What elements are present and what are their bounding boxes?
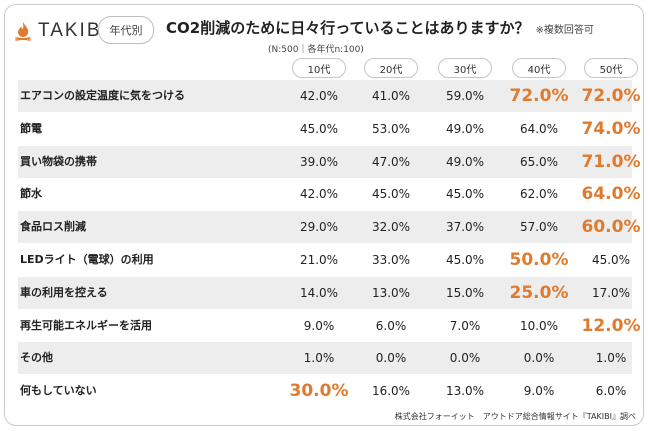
column-header: 20代: [364, 58, 418, 78]
value-cell: 15.0%: [445, 285, 485, 300]
column-header: 10代: [292, 58, 346, 78]
sample-size-note: (N:500｜各年代n:100): [268, 45, 364, 55]
value-cell: 9.0%: [303, 318, 335, 333]
row-label: エアコンの設定温度に気をつける: [20, 89, 185, 102]
value-cell: 14.0%: [299, 285, 339, 300]
table-row: LEDライト（電球）の利用 21.0% 33.0% 45.0% 50.0% 45.0%: [18, 244, 632, 276]
value-cell: 64.0%: [519, 121, 559, 136]
highlighted-value-cell: 30.0%: [289, 381, 349, 402]
row-label: 食品ロス削減: [20, 220, 86, 234]
value-cell: 39.0%: [299, 154, 339, 169]
highlighted-value-cell: 72.0%: [509, 86, 569, 106]
value-cell: 1.0%: [303, 351, 335, 366]
value-cell: 17.0%: [591, 285, 631, 300]
value-cell: 1.0%: [595, 351, 627, 366]
value-cell: 9.0%: [523, 384, 555, 399]
value-cell: 57.0%: [519, 220, 559, 235]
table-row: その他 1.0% 0.0% 0.0% 0.0% 1.0%: [18, 342, 632, 375]
table-row: 食品ロス削減 29.0% 32.0% 37.0% 57.0% 60.0%: [18, 211, 640, 244]
brand-logo: TAKIBI: [14, 20, 109, 42]
column-header: 30代: [438, 58, 492, 78]
value-cell: 29.0%: [299, 220, 339, 235]
row-label: 何もしていない: [20, 384, 97, 398]
value-cell: 45.0%: [445, 253, 485, 267]
segment-badge: 年代別: [98, 16, 154, 44]
value-cell: 0.0%: [523, 351, 555, 366]
source-credit: 株式会社フォーイット アウトドア総合情報サイト『TAKIBI』調べ: [394, 412, 636, 421]
value-cell: 42.0%: [299, 187, 339, 202]
value-cell: 49.0%: [445, 121, 485, 136]
value-cell: 16.0%: [371, 384, 411, 399]
value-cell: 21.0%: [299, 253, 339, 267]
table-row: 節電 45.0% 53.0% 49.0% 64.0% 74.0%: [18, 113, 640, 145]
value-cell: 45.0%: [445, 187, 485, 202]
question-title: CO2削減のために日々行っていることはありますか？ ※複数回答可: [166, 17, 594, 38]
value-cell: 13.0%: [445, 384, 485, 399]
multiple-answer-note: ※複数回答可: [535, 25, 594, 36]
column-header: 40代: [512, 58, 566, 78]
value-cell: 6.0%: [375, 318, 407, 333]
row-label: LEDライト（電球）の利用: [20, 253, 154, 266]
table-row: 再生可能エネルギーを活用 9.0% 6.0% 7.0% 10.0% 12.0%: [18, 310, 640, 342]
value-cell: 0.0%: [375, 351, 407, 366]
value-cell: 47.0%: [371, 154, 411, 169]
value-cell: 49.0%: [445, 154, 485, 169]
highlighted-value-cell: 64.0%: [581, 184, 641, 205]
table-row: 何もしていない 30.0% 16.0% 13.0% 9.0% 6.0%: [18, 375, 632, 407]
highlighted-value-cell: 12.0%: [581, 315, 641, 336]
value-cell: 62.0%: [519, 187, 559, 202]
value-cell: 0.0%: [449, 351, 481, 366]
row-label: 節水: [20, 187, 42, 201]
value-cell: 41.0%: [371, 89, 411, 103]
value-cell: 42.0%: [299, 89, 339, 103]
value-cell: 59.0%: [445, 89, 485, 103]
question-text: CO2削減のために日々行っていることはありますか？: [166, 19, 530, 37]
highlighted-value-cell: 71.0%: [581, 151, 641, 172]
highlighted-value-cell: 60.0%: [581, 217, 641, 238]
value-cell: 7.0%: [449, 318, 481, 333]
table-row: 車の利用を控える 14.0% 13.0% 15.0% 25.0% 17.0%: [18, 276, 632, 309]
value-cell: 13.0%: [371, 285, 411, 300]
value-cell: 65.0%: [519, 154, 559, 169]
highlighted-value-cell: 25.0%: [509, 282, 569, 303]
row-label: 再生可能エネルギーを活用: [20, 318, 152, 332]
row-label: 節電: [20, 121, 42, 135]
value-cell: 10.0%: [519, 318, 559, 333]
value-cell: 33.0%: [371, 253, 411, 267]
value-cell: 37.0%: [445, 220, 485, 235]
table-row: 節水 42.0% 45.0% 45.0% 62.0% 64.0%: [18, 178, 640, 210]
row-label: 買い物袋の携帯: [20, 154, 97, 168]
value-cell: 53.0%: [371, 121, 411, 136]
highlighted-value-cell: 50.0%: [509, 250, 569, 270]
value-cell: 32.0%: [371, 220, 411, 235]
row-label: 車の利用を控える: [20, 285, 108, 299]
highlighted-value-cell: 72.0%: [581, 86, 641, 106]
highlighted-value-cell: 74.0%: [581, 118, 641, 139]
value-cell: 45.0%: [299, 121, 339, 136]
brand-name: TAKIBI: [38, 20, 109, 41]
table-row: エアコンの設定温度に気をつける 42.0% 41.0% 59.0% 72.0% 72.0%: [18, 80, 640, 112]
value-cell: 45.0%: [591, 253, 631, 267]
column-header: 50代: [584, 58, 638, 78]
campfire-icon: [14, 21, 32, 41]
row-label: その他: [20, 351, 53, 365]
value-cell: 45.0%: [371, 187, 411, 202]
value-cell: 6.0%: [595, 384, 627, 399]
table-row: 買い物袋の携帯 39.0% 47.0% 49.0% 65.0% 71.0%: [18, 145, 640, 178]
